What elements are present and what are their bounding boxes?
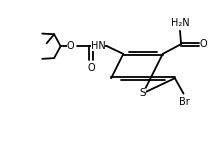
Text: O: O: [200, 39, 207, 49]
Text: O: O: [67, 41, 74, 51]
Text: HN: HN: [91, 41, 105, 51]
Text: O: O: [87, 63, 95, 73]
Text: Br: Br: [179, 97, 189, 107]
Text: H₂N: H₂N: [171, 18, 189, 28]
Text: S: S: [140, 88, 146, 98]
